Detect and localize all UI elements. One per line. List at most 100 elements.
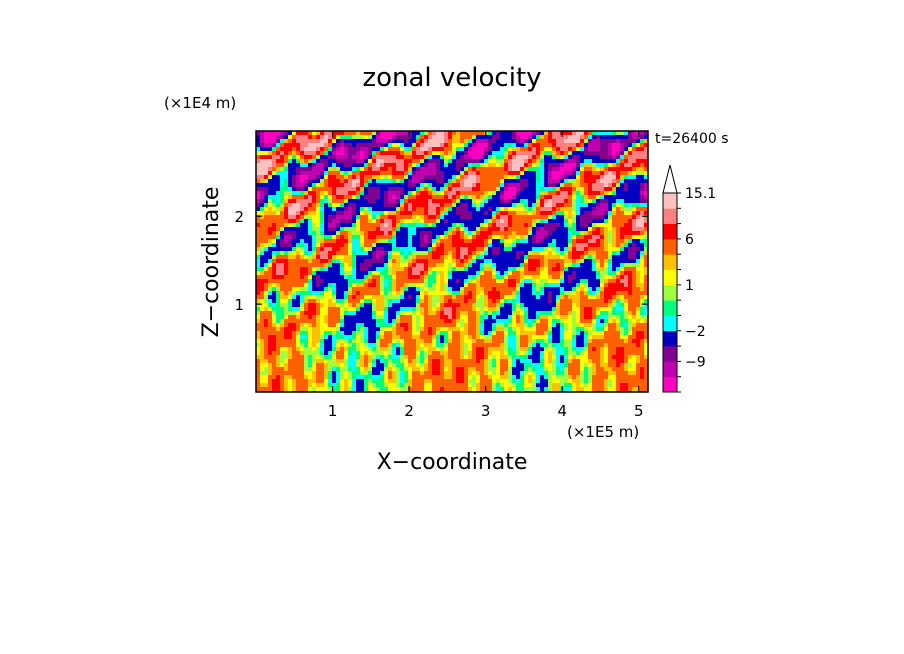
field-cell xyxy=(596,215,601,220)
field-cell xyxy=(608,319,613,324)
field-cell xyxy=(344,303,349,308)
field-cell xyxy=(380,291,385,296)
field-cell xyxy=(456,315,461,320)
field-cell xyxy=(516,139,521,144)
field-cell xyxy=(620,319,625,324)
field-cell xyxy=(560,239,565,244)
field-cell xyxy=(524,307,529,312)
field-cell xyxy=(332,175,337,180)
field-cell xyxy=(284,303,289,308)
field-cell xyxy=(376,167,381,172)
field-cell xyxy=(492,175,497,180)
field-cell xyxy=(568,143,573,148)
field-cell xyxy=(624,247,629,252)
field-cell xyxy=(492,195,497,200)
field-cell xyxy=(300,143,305,148)
field-cell xyxy=(304,255,309,260)
field-cell xyxy=(360,191,365,196)
field-cell xyxy=(356,251,361,256)
field-cell xyxy=(396,303,401,308)
field-cell xyxy=(528,307,533,312)
field-cell xyxy=(288,291,293,296)
field-cell xyxy=(272,243,277,248)
field-cell xyxy=(332,151,337,156)
field-cell xyxy=(320,187,325,192)
field-cell xyxy=(284,207,289,212)
field-cell xyxy=(580,251,585,256)
field-cell xyxy=(596,303,601,308)
field-cell xyxy=(464,139,469,144)
field-cell xyxy=(288,143,293,148)
field-cell xyxy=(644,327,649,332)
field-cell xyxy=(408,279,413,284)
field-cell xyxy=(304,323,309,328)
field-cell xyxy=(528,215,533,220)
field-cell xyxy=(628,139,633,144)
field-cell xyxy=(364,203,369,208)
field-cell xyxy=(260,151,265,156)
field-cell xyxy=(344,243,349,248)
field-cell xyxy=(556,191,561,196)
field-cell xyxy=(432,223,437,228)
field-cell xyxy=(528,239,533,244)
field-cell xyxy=(356,311,361,316)
field-cell xyxy=(520,195,525,200)
field-cell xyxy=(532,211,537,216)
field-cell xyxy=(432,251,437,256)
field-cell xyxy=(428,231,433,236)
field-cell xyxy=(624,315,629,320)
field-cell xyxy=(536,183,541,188)
field-cell xyxy=(636,147,641,152)
field-cell xyxy=(584,131,589,136)
field-cell xyxy=(324,291,329,296)
field-cell xyxy=(540,259,545,264)
field-cell xyxy=(316,327,321,332)
field-cell xyxy=(448,299,453,304)
field-cell xyxy=(552,231,557,236)
field-cell xyxy=(456,263,461,268)
field-cell xyxy=(496,183,501,188)
field-cell xyxy=(348,191,353,196)
field-cell xyxy=(520,315,525,320)
field-cell xyxy=(548,159,553,164)
field-cell xyxy=(280,215,285,220)
field-cell xyxy=(460,247,465,252)
field-cell xyxy=(412,223,417,228)
field-cell xyxy=(324,203,329,208)
field-cell xyxy=(268,187,273,192)
field-cell xyxy=(548,227,553,232)
field-cell xyxy=(580,243,585,248)
field-cell xyxy=(644,263,649,268)
field-cell xyxy=(384,275,389,280)
field-cell xyxy=(392,203,397,208)
field-cell xyxy=(612,259,617,264)
field-cell xyxy=(396,151,401,156)
field-cell xyxy=(284,327,289,332)
field-cell xyxy=(340,207,345,212)
field-cell xyxy=(588,223,593,228)
field-cell xyxy=(588,291,593,296)
field-cell xyxy=(364,243,369,248)
field-cell xyxy=(472,287,477,292)
field-cell xyxy=(464,219,469,224)
field-cell xyxy=(436,175,441,180)
field-cell xyxy=(532,275,537,280)
field-cell xyxy=(472,279,477,284)
field-cell xyxy=(536,267,541,272)
field-cell xyxy=(456,303,461,308)
field-cell xyxy=(328,195,333,200)
field-cell xyxy=(372,235,377,240)
field-cell xyxy=(260,259,265,264)
field-cell xyxy=(504,163,509,168)
field-cell xyxy=(504,247,509,252)
field-cell xyxy=(556,155,561,160)
field-cell xyxy=(640,227,645,232)
field-cell xyxy=(384,143,389,148)
field-cell xyxy=(360,187,365,192)
field-cell xyxy=(524,203,529,208)
field-cell xyxy=(304,155,309,160)
field-cell xyxy=(300,295,305,300)
field-cell xyxy=(296,299,301,304)
field-cell xyxy=(460,227,465,232)
field-cell xyxy=(536,283,541,288)
